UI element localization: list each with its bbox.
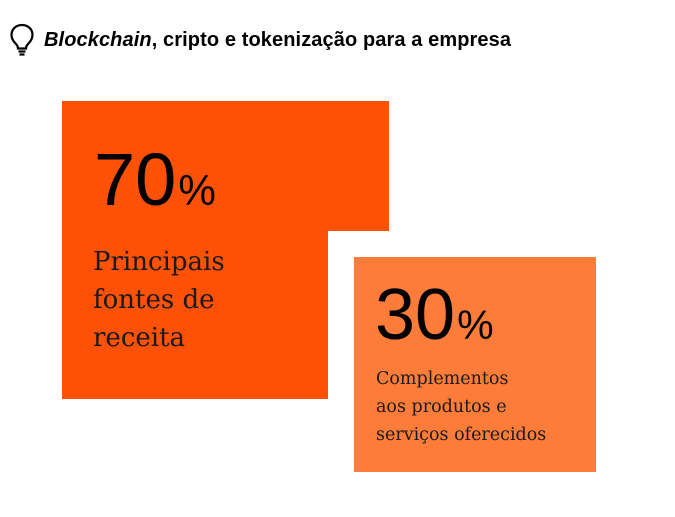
label-line: aos produtos e bbox=[376, 397, 507, 417]
label-line: fontes de bbox=[93, 285, 215, 315]
block-separator-side bbox=[328, 231, 354, 399]
label-line: serviços oferecidos bbox=[376, 425, 547, 445]
value-30-number: 30 bbox=[375, 275, 456, 355]
label-complementos: Complementos aos produtos e serviços ofe… bbox=[376, 365, 586, 449]
chart-header: Blockchain, cripto e tokenização para a … bbox=[8, 20, 511, 60]
lightbulb-icon bbox=[10, 23, 34, 56]
label-line: Principais bbox=[93, 247, 225, 277]
block-complementos-shape bbox=[354, 257, 596, 472]
value-30-unit: % bbox=[457, 302, 494, 348]
label-line: receita bbox=[93, 323, 186, 353]
value-30: 30% bbox=[375, 279, 494, 351]
block-complementos: 30% Complementos aos produtos e serviços… bbox=[354, 257, 596, 472]
title-italic: Blockchain bbox=[44, 28, 152, 51]
block-complementos-fill bbox=[354, 257, 596, 472]
title-rest: , cripto e tokenização para a empresa bbox=[151, 28, 512, 51]
value-70-number: 70 bbox=[94, 138, 177, 221]
label-line: Complementos bbox=[376, 369, 509, 389]
value-70: 70% bbox=[94, 143, 216, 217]
chart-title: Blockchain, cripto e tokenização para a … bbox=[44, 29, 511, 52]
label-principais: Principais fontes de receita bbox=[93, 243, 293, 357]
value-70-unit: % bbox=[178, 167, 216, 214]
